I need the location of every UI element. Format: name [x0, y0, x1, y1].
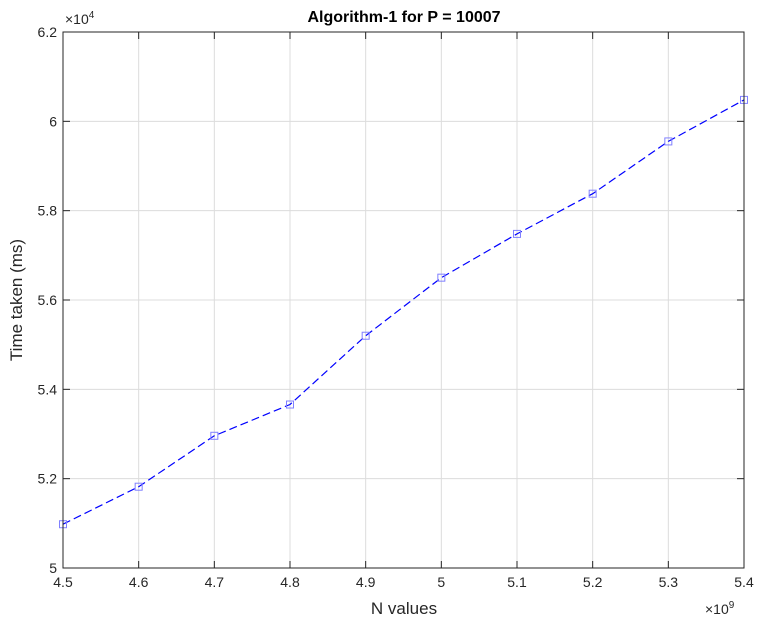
x-tick-label: 5.1 — [507, 574, 527, 590]
y-multiplier-base: ×10 — [65, 11, 89, 27]
data-point-marker — [134, 482, 143, 491]
data-point-marker — [664, 137, 673, 146]
x-tick-label: 4.7 — [205, 574, 225, 590]
series-line — [62, 99, 745, 525]
y-axis-label: Time taken (ms) — [7, 239, 26, 361]
tick-layer: 4.5 4.6 4.7 4.8 4.9 5 5.1 5.2 5.3 5.4 5 5.2 5.4 5.6 5.… — [38, 24, 754, 590]
data-point-marker — [513, 229, 521, 238]
y-tick-label: 5.6 — [38, 292, 58, 308]
x-multiplier-exponent: 9 — [729, 600, 735, 611]
x-tick-label: 4.6 — [129, 574, 149, 590]
y-multiplier-exponent: 4 — [89, 10, 95, 21]
x-tick-label: 5 — [437, 574, 445, 590]
x-multiplier-base: ×10 — [705, 601, 729, 617]
data-point-marker — [588, 189, 597, 198]
y-tick-label: 6.2 — [38, 24, 58, 40]
y-tick-label: 5.2 — [38, 471, 58, 487]
y-tick-label: 5.8 — [38, 203, 58, 219]
chart-title: Algorithm-1 for P = 10007 — [307, 9, 500, 26]
data-point-marker — [286, 400, 294, 409]
x-tick-label: 5.2 — [583, 574, 603, 590]
x-tick-label: 4.9 — [356, 574, 376, 590]
x-tick-label: 4.5 — [53, 574, 73, 590]
y-tick-label: 5.4 — [38, 381, 58, 397]
x-tick-label: 5.4 — [734, 574, 754, 590]
x-tick-label: 5.3 — [659, 574, 679, 590]
data-point-marker — [210, 431, 219, 440]
data-point-marker — [361, 331, 370, 340]
x-tick-label: 4.8 — [280, 574, 300, 590]
y-tick-label: 5 — [49, 560, 57, 576]
x-axis-multiplier: ×109 — [705, 600, 735, 617]
x-axis-label: N values — [371, 599, 437, 618]
y-tick-label: 6 — [49, 113, 57, 129]
y-axis-multiplier: ×104 — [65, 10, 95, 27]
data-point-marker — [437, 273, 446, 282]
